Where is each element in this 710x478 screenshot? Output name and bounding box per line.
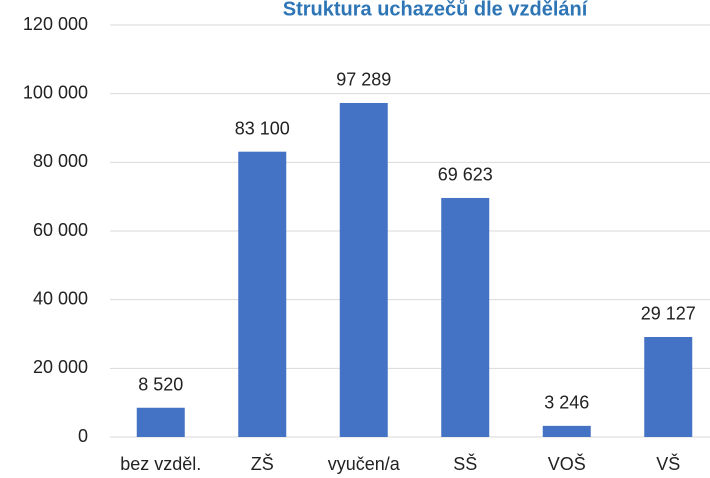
- x-tick-label: ZŠ: [251, 453, 274, 474]
- y-tick-label: 120 000: [23, 14, 88, 34]
- data-label: 29 127: [641, 304, 696, 324]
- x-tick-label: bez vzděl.: [120, 454, 201, 474]
- bar: [441, 197, 490, 437]
- bar: [339, 102, 388, 438]
- data-label: 83 100: [235, 118, 290, 138]
- data-label: 69 623: [438, 165, 493, 185]
- y-tick-label: 40 000: [33, 288, 88, 308]
- y-tick-label: 80 000: [33, 151, 88, 171]
- bar: [136, 407, 185, 437]
- x-tick-label: VOŠ: [548, 453, 586, 474]
- bar: [542, 425, 591, 437]
- data-label: 97 289: [336, 70, 391, 90]
- x-tick-label: vyučen/a: [328, 454, 401, 474]
- data-label: 3 246: [544, 393, 589, 413]
- bar: [644, 336, 693, 437]
- x-tick-label: SŠ: [453, 453, 477, 474]
- y-tick-label: 0: [78, 426, 88, 446]
- x-tick-label: VŠ: [656, 453, 680, 474]
- chart-title: Struktura uchazečů dle vzdělání: [283, 0, 589, 20]
- data-label: 8 520: [138, 374, 183, 394]
- y-tick-label: 20 000: [33, 357, 88, 377]
- y-tick-label: 60 000: [33, 220, 88, 240]
- bar: [238, 151, 287, 437]
- y-tick-label: 100 000: [23, 82, 88, 102]
